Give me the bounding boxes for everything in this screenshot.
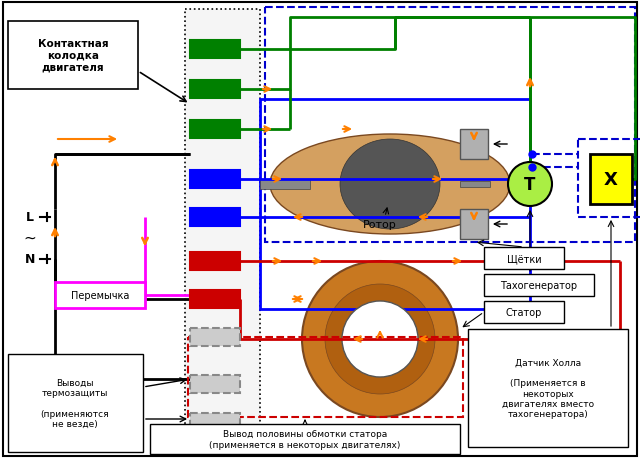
Text: Т: Т — [524, 176, 536, 194]
Text: Датчик Холла

(Применяется в
некоторых
двигателях вместо
тахогенератора): Датчик Холла (Применяется в некоторых дв… — [502, 358, 594, 419]
Bar — [265, 8, 635, 242]
Bar — [468, 329, 628, 447]
Bar — [590, 155, 632, 205]
Text: Х: Х — [604, 171, 618, 189]
Circle shape — [302, 262, 458, 417]
Ellipse shape — [270, 134, 510, 235]
Bar — [190, 208, 240, 226]
Text: Ротор: Ротор — [363, 219, 397, 230]
Bar — [578, 140, 640, 218]
Bar — [460, 210, 488, 240]
Bar — [8, 22, 138, 90]
Bar — [55, 282, 145, 308]
Bar — [190, 81, 240, 99]
Bar — [260, 100, 530, 309]
Text: ~: ~ — [24, 230, 36, 245]
Text: Тахогенератор: Тахогенератор — [500, 280, 577, 291]
Circle shape — [508, 162, 552, 207]
Bar — [190, 252, 240, 270]
Bar — [8, 354, 143, 452]
Bar — [484, 247, 564, 269]
Text: Перемычка: Перемычка — [71, 291, 129, 300]
Text: Выводы
термозащиты

(применяются
не везде): Выводы термозащиты (применяются не везде… — [41, 378, 109, 428]
Bar — [484, 274, 594, 297]
Text: N: N — [25, 253, 35, 266]
Bar — [190, 41, 240, 59]
Text: L: L — [26, 211, 34, 224]
Bar — [190, 328, 240, 346]
Bar — [190, 413, 240, 431]
Bar — [190, 375, 240, 393]
Bar — [190, 121, 240, 139]
Bar — [188, 337, 463, 417]
Bar — [460, 130, 488, 160]
Circle shape — [342, 302, 418, 377]
Bar — [484, 302, 564, 323]
Bar — [150, 424, 460, 454]
Text: Вывод половины обмотки статора
(применяется в некоторых двигателях): Вывод половины обмотки статора (применяе… — [209, 429, 401, 449]
Text: Щётки: Щётки — [507, 253, 541, 263]
Ellipse shape — [340, 140, 440, 230]
Bar — [260, 179, 310, 190]
Text: Статор: Статор — [506, 308, 542, 317]
Bar — [190, 291, 240, 308]
Bar — [190, 171, 240, 189]
Circle shape — [325, 285, 435, 394]
Bar — [185, 10, 260, 444]
Bar — [460, 182, 490, 188]
Text: Контактная
колодка
двигателя: Контактная колодка двигателя — [38, 39, 108, 73]
